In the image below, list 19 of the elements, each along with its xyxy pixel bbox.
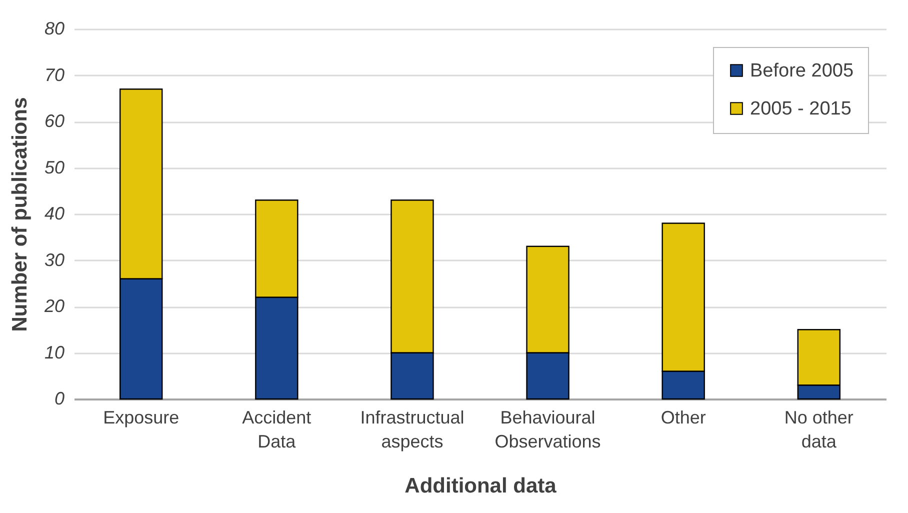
y-tick-label: 80 <box>44 18 64 38</box>
y-tick-label: 40 <box>44 204 64 224</box>
y-tick-label: 30 <box>44 250 64 270</box>
y-tick-label: 60 <box>44 111 64 131</box>
x-tick-label: Behavioural Observations <box>494 408 601 452</box>
y-tick-label: 20 <box>43 296 64 316</box>
y-tick-label: 50 <box>44 157 64 178</box>
x-tick-label: Exposure <box>103 408 180 428</box>
x-tick-label: Other <box>660 408 706 428</box>
y-tick-label: 70 <box>44 64 64 85</box>
x-tick-label: No other data <box>784 408 854 452</box>
legend-label: 2005 - 2015 <box>750 98 852 120</box>
legend-label: Before 2005 <box>750 60 854 82</box>
y-tick-label: 10 <box>44 342 64 362</box>
y-tick-label: 0 <box>54 388 64 408</box>
x-tick-label: Infrastructual aspects <box>360 408 464 452</box>
x-axis-title: Additional data <box>404 474 557 498</box>
x-tick-label: Accident Data <box>242 408 312 452</box>
y-axis-title: Number of publications <box>8 97 32 332</box>
